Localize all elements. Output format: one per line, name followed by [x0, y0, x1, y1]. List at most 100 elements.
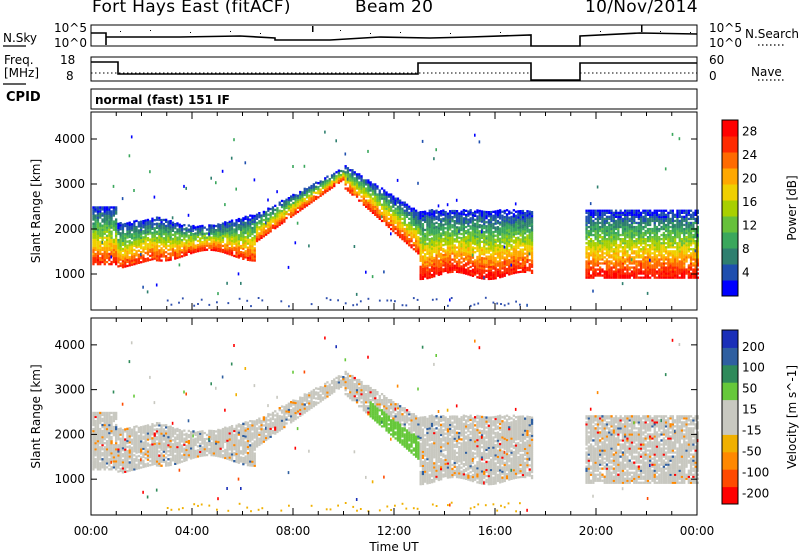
power-cell [676, 233, 679, 237]
power-cell [237, 272, 240, 276]
power-cell [510, 215, 513, 219]
power-cell [485, 255, 488, 258]
power-cell [683, 231, 686, 235]
power-cell [369, 195, 372, 198]
power-cell [655, 276, 659, 279]
power-cell [599, 270, 602, 273]
power-cell [635, 266, 638, 269]
power-cell [424, 216, 427, 219]
power-cell [110, 240, 113, 243]
power-cell [608, 246, 611, 249]
power-cell [192, 233, 195, 236]
power-cell [96, 254, 100, 258]
power-cell [310, 188, 313, 192]
power-cell [469, 237, 472, 240]
power-cell [478, 226, 481, 229]
power-cell [492, 230, 495, 234]
power-cell [528, 214, 531, 217]
power-cell [483, 212, 486, 215]
power-cell [508, 254, 511, 258]
power-cell [592, 244, 595, 247]
power-cell [589, 211, 593, 214]
power-cell [680, 272, 684, 275]
power-cell [110, 232, 113, 235]
power-cell [626, 211, 629, 214]
power-cell [514, 255, 518, 258]
power-cell [508, 259, 511, 262]
power-cell [517, 256, 520, 260]
power-cell [133, 258, 136, 262]
power-cell [230, 241, 234, 245]
power-cell [655, 262, 659, 265]
power-cell [108, 222, 111, 225]
power-cell [176, 238, 179, 241]
power-cell [253, 178, 256, 182]
power-cell [169, 232, 172, 235]
power-cell [187, 242, 190, 245]
power-cell [603, 246, 606, 249]
power-cell [280, 205, 284, 209]
power-cell [455, 228, 459, 231]
power-cell [596, 225, 600, 229]
power-cell [612, 238, 615, 241]
power-cell [512, 223, 515, 226]
power-cell [653, 231, 656, 235]
power-cell [208, 234, 211, 237]
power-cell [96, 230, 100, 233]
power-cell [655, 236, 659, 239]
power-cell [169, 246, 172, 249]
power-cell [126, 250, 129, 253]
power-cell [655, 254, 659, 257]
power-cell [253, 235, 256, 238]
power-cell [442, 217, 445, 220]
power-cell [276, 213, 279, 216]
power-cell [642, 264, 645, 267]
power-cell [599, 272, 602, 275]
power-cell [644, 238, 647, 241]
power-cell [251, 222, 254, 226]
power-cell [444, 263, 447, 266]
power-cell [421, 225, 425, 228]
power-cell [237, 242, 240, 245]
power-cell [651, 229, 654, 233]
power-cell [419, 245, 422, 248]
power-cell [205, 232, 209, 235]
power-cell [283, 200, 286, 203]
power-cell [612, 215, 615, 218]
power-cell [435, 266, 438, 269]
power-cell [460, 239, 463, 242]
power-cell [269, 228, 272, 231]
power-cell [521, 209, 525, 213]
power-cell [474, 232, 477, 236]
power-cell [124, 224, 127, 228]
power-cell [180, 245, 184, 248]
power-cell [144, 257, 147, 261]
power-cell [196, 225, 200, 228]
power-cell [469, 241, 472, 244]
power-cell [121, 197, 124, 201]
power-cell [444, 213, 447, 216]
power-cell [499, 253, 502, 257]
power-cell [92, 238, 95, 241]
power-cell [512, 267, 515, 271]
power-cell [149, 248, 152, 251]
power-cell [683, 217, 686, 221]
power-cell [683, 260, 686, 263]
power-cell [283, 204, 286, 207]
power-cell [437, 225, 440, 228]
power-cell [474, 241, 477, 244]
power-cell [262, 229, 265, 232]
power-cell [96, 234, 100, 237]
power-cell [294, 198, 297, 201]
power-cell [669, 260, 672, 263]
power-cell [396, 205, 400, 208]
power-cell [589, 266, 593, 269]
power-cell [112, 246, 115, 250]
power-cell [617, 258, 620, 261]
power-cell [601, 262, 604, 265]
power-cell [517, 244, 520, 247]
power-cell [508, 271, 511, 274]
power-cell [674, 219, 677, 223]
power-cell [492, 249, 495, 252]
power-cell [662, 211, 665, 214]
